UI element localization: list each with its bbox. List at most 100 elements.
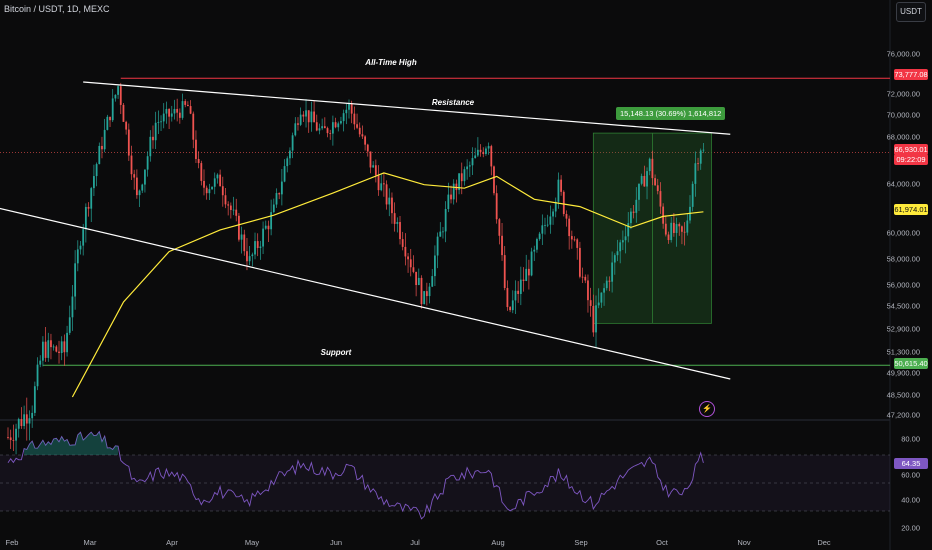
candle-body [178,112,181,118]
rsi-tick: 80.00 [901,434,920,444]
candle-body [264,225,267,229]
rsi-value-badge: 64.35 [894,458,928,469]
candle-body [176,108,179,113]
candle-body [358,127,361,135]
candle-body [407,256,409,260]
candle-body [181,101,184,118]
candle-body [55,346,58,352]
candle-body [20,419,23,427]
candle-body [455,183,458,191]
candle-body [109,116,111,121]
candle-body [511,300,514,311]
candle-body [525,268,528,281]
candle-body [42,341,44,361]
time-tick: Mar [83,538,97,547]
candle-body [272,204,275,213]
candle-body [393,213,396,224]
price-tick: 64,000.00 [886,179,920,189]
candle-body [603,288,605,293]
candle-body [364,136,367,145]
candle-body [149,136,152,157]
candle-body [460,173,463,182]
candle-body [423,291,426,305]
candle-body [369,151,372,168]
lightning-icon[interactable]: ⚡ [699,401,715,417]
candle-body [227,204,230,206]
candle-body [404,246,407,257]
candle-body [482,151,485,154]
candle-body [686,220,689,233]
candle-body [256,241,259,249]
candle-body [68,317,71,333]
measure-label[interactable]: 15,148.13 (30.69%) 1,614,812 [616,107,726,120]
time-tick: Oct [656,538,668,547]
candle-body [366,144,369,152]
candle-body [127,129,130,156]
candle-body [452,183,455,200]
candle-body [600,292,603,303]
countdown-badge: 09:22:09 [894,154,928,165]
candle-body [200,163,203,181]
candle-body [283,166,286,182]
currency-button[interactable]: USDT [896,2,926,22]
candle-body [9,437,12,441]
candle-body [485,148,487,154]
candle-body [562,191,565,214]
candle-body [576,239,579,248]
candle-body [621,240,624,243]
resistance-label[interactable]: Resistance [431,98,475,107]
candle-body [391,197,393,214]
candle-body [450,194,452,200]
symbol-title[interactable]: Bitcoin / USDT, 1D, MEXC [4,4,110,14]
candle-body [573,239,576,241]
candle-body [356,124,358,128]
candle-body [71,296,74,318]
candle-body [412,267,415,272]
candle-body [305,110,307,117]
candle-body [361,134,364,137]
time-tick: Dec [817,538,831,547]
candle-body [495,193,498,220]
candle-body [546,224,549,226]
rsi-tick: 40.00 [901,495,920,505]
candle-body [165,108,168,114]
candle-body [138,190,141,196]
candle-body [595,305,597,333]
candle-body [254,241,256,255]
candle-body [487,146,490,149]
candle-body [302,114,305,117]
candle-body [664,223,667,235]
candle-body [321,126,324,129]
candle-body [66,332,68,353]
candle-body [533,249,536,252]
price-tick: 47,200.00 [886,410,920,420]
candle-body [144,169,146,185]
support-label[interactable]: Support [320,348,352,357]
candle-body [353,113,356,125]
candle-body [468,165,471,167]
candle-body [632,211,635,213]
candle-body [681,226,683,232]
candle-body [415,271,418,286]
candle-body [691,183,694,207]
candle-body [50,340,52,348]
candle-body [93,176,95,189]
candle-body [541,225,544,234]
candle-body [278,193,281,195]
ath-label[interactable]: All-Time High [365,58,417,67]
candle-body [471,158,474,166]
candle-body [76,249,79,264]
candle-body [587,280,589,301]
candle-body [662,206,665,224]
candle-body [630,211,632,224]
candle-body [114,94,117,99]
candle-body [117,86,119,95]
resistance-trendline [83,81,731,135]
candle-body [646,171,648,187]
candle-body [672,222,675,233]
candle-body [560,179,563,192]
candle-body [670,222,673,241]
candle-body [442,231,444,233]
candle-body [638,183,640,200]
